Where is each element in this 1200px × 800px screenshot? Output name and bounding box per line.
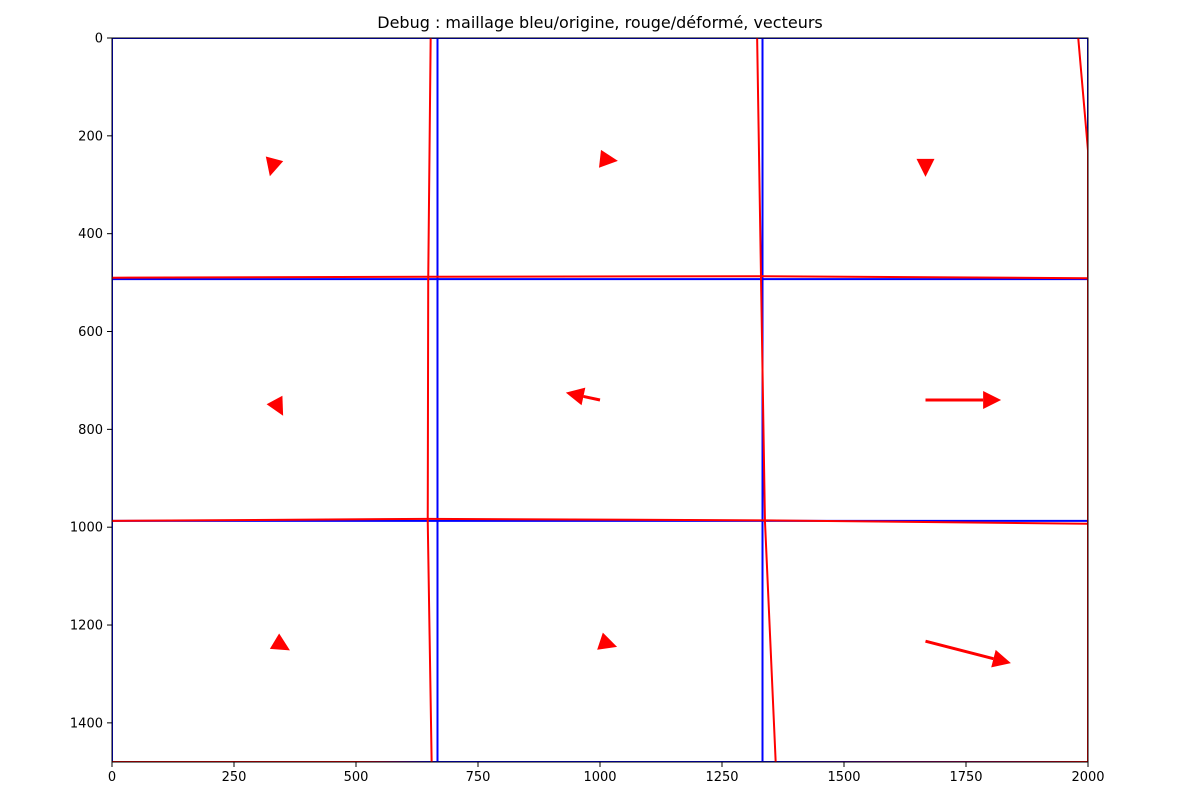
plot-area [112,38,1088,762]
x-tick-label: 1750 [949,770,982,785]
vector-arrow [269,633,290,651]
x-tick-label: 1250 [705,770,738,785]
x-tick-label: 1500 [827,770,860,785]
x-tick-label: 0 [108,770,116,785]
vector-arrow [599,149,618,168]
chart-title: Debug : maillage bleu/origine, rouge/déf… [377,13,823,32]
deformed-mesh-vline [426,38,433,762]
vector-arrow [916,158,935,177]
y-tick-label: 400 [78,227,103,242]
x-tick-label: 2000 [1071,770,1104,785]
y-tick-label: 800 [78,423,103,438]
y-tick-label: 0 [95,32,103,47]
axes: 0 250 500 750 1000 1250 1500 1750 2000 0 200 400 600… [70,32,1105,786]
vector-arrow [925,391,1002,409]
vector-arrow [925,639,1011,668]
y-tick-label: 600 [78,325,103,340]
x-tick-label: 500 [344,770,369,785]
vector-arrow [265,156,284,177]
y-tick-label: 1400 [70,716,103,731]
deformed-mesh-vline [1077,38,1088,762]
y-tick-label: 1200 [70,619,103,634]
deformed-mesh-hline [112,517,1088,525]
deformed-mesh-vline [756,38,777,762]
x-tick-label: 750 [466,770,491,785]
y-tick-label: 200 [78,129,103,144]
x-tick-label: 250 [222,770,247,785]
vector-arrow [565,387,601,406]
vector-arrow [266,395,284,416]
y-tick-label: 1000 [70,521,103,536]
deformed-mesh-hline [112,275,1088,280]
vector-arrow [597,632,618,650]
x-tick-label: 1000 [583,770,616,785]
